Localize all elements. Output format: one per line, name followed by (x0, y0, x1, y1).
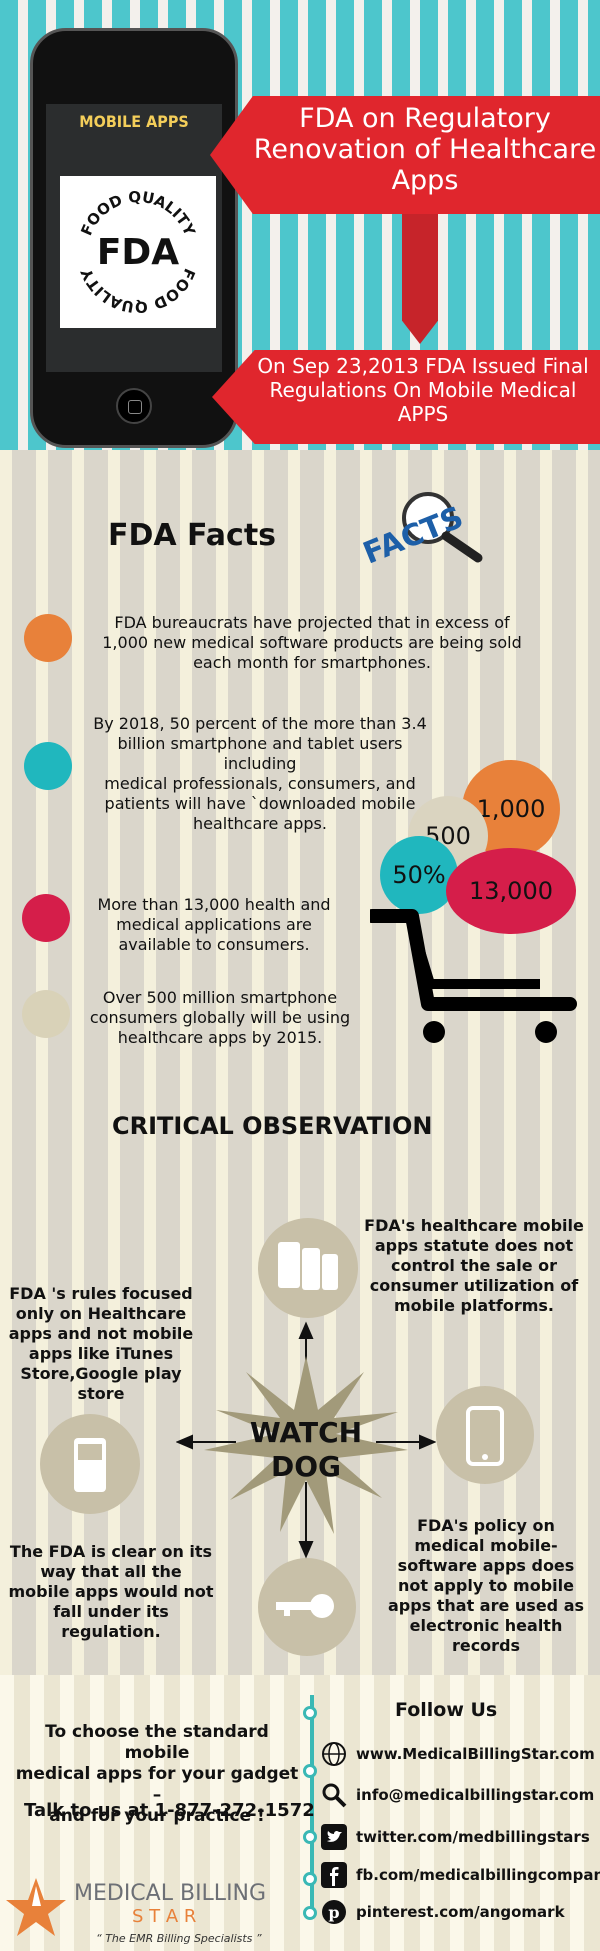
calculator-phone-icon (74, 1438, 106, 1492)
svg-text:p: p (328, 1903, 339, 1922)
contact-pinterest[interactable]: p pinterest.com/angomark (320, 1898, 565, 1926)
pinterest-icon: p (320, 1898, 348, 1926)
key-icon (276, 1594, 334, 1618)
watchdog-line-1: WATCH (250, 1416, 362, 1449)
bubble-50-percent: 50% (380, 836, 458, 914)
fact-2-line-5: healthcare apps. (193, 814, 327, 833)
fact-dot-teal (24, 742, 72, 790)
fact-1-line-1: FDA bureaucrats have projected that in e… (114, 613, 510, 632)
observation-bottom-left: The FDA is clear on its way that all the m… (8, 1542, 214, 1641)
timeline-dot (303, 1830, 317, 1844)
date-line-2: Regulations On Mobile Medical (269, 378, 577, 402)
date-line-3: APPS (397, 402, 449, 426)
home-button-icon (116, 388, 152, 424)
mobile-apps-label: MOBILE APPS (79, 112, 189, 131)
facts-title: FDA Facts (108, 518, 277, 553)
devices-circle (258, 1218, 358, 1318)
phone-circle (436, 1386, 534, 1484)
timeline-dot (303, 1906, 317, 1920)
fact-item-1: FDA bureaucrats have projected that in e… (72, 613, 552, 673)
fact-dot-orange (24, 614, 72, 662)
bubble-13000: 13,000 (446, 848, 576, 934)
contact-website[interactable]: www.MedicalBillingStar.com (320, 1740, 595, 1768)
contact-facebook[interactable]: fb.com/medicalbillingcompany (320, 1861, 600, 1889)
observation-top-right: FDA's healthcare mobile apps statute does… (364, 1216, 584, 1315)
fact-3-line-3: available to consumers. (118, 935, 310, 954)
date-banner: On Sep 23,2013 FDA Issued Final Regulati… (212, 350, 600, 444)
key-circle (258, 1558, 356, 1656)
observation-bottom-right: FDA's policy on medical mobile-software a… (387, 1516, 585, 1655)
call-to-action: To choose the standard mobile medical ap… (15, 1722, 299, 1826)
observation-left: FDA 's rules focused only on Healthcare ap… (8, 1284, 194, 1403)
footer-background (0, 1675, 600, 1951)
twitter-icon (320, 1823, 348, 1851)
fact-2-line-4: patients will have `downloaded mobile (104, 794, 416, 813)
fact-item-3: More than 13,000 health and medical appl… (78, 895, 350, 955)
timeline-dot (303, 1764, 317, 1778)
fact-4-line-2: consumers globally will be using (89, 1008, 351, 1027)
fact-2-line-2: billion smartphone and tablet users incl… (117, 734, 403, 773)
fact-1-line-3: each month for smartphones. (193, 653, 431, 672)
calculator-circle (40, 1414, 140, 1514)
smartphone-icon (466, 1406, 504, 1466)
fact-item-4: Over 500 million smartphone consumers gl… (72, 988, 368, 1048)
seal-word: FDA (97, 232, 179, 273)
fact-3-line-2: medical applications are (116, 915, 312, 934)
fda-seal-box (60, 176, 216, 328)
globe-icon (320, 1740, 348, 1768)
brand-name-top: MEDICAL BILLING (74, 1881, 266, 1906)
fact-3-line-1: More than 13,000 health and (97, 895, 331, 914)
fact-1-line-2: 1,000 new medical software products are … (102, 633, 522, 652)
timeline-dot (303, 1872, 317, 1886)
fact-dot-crimson (22, 894, 70, 942)
facebook-icon (320, 1861, 348, 1889)
fact-4-line-3: healthcare apps by 2015. (117, 1028, 323, 1047)
headline-line-2: Renovation of Healthcare (253, 133, 597, 165)
contact-twitter[interactable]: twitter.com/medbillingstars (320, 1823, 590, 1851)
contact-email[interactable]: info@medicalbillingstar.com (320, 1781, 594, 1809)
watchdog-line-2: DOG (271, 1450, 341, 1483)
shopping-cart-icon (370, 909, 577, 1043)
down-arrow-icon (402, 214, 438, 344)
brand-name-bottom: S T A R (132, 1906, 196, 1927)
facts-magnifier-logo: FACTS (358, 492, 483, 568)
fact-2-line-1: By 2018, 50 percent of the more than 3.4 (93, 714, 427, 733)
timeline-dot (303, 1706, 317, 1720)
mobile-devices-icon (278, 1242, 338, 1290)
critical-title: CRITICAL OBSERVATION (112, 1112, 433, 1140)
headline-line-3: Apps (391, 164, 459, 196)
medical-billing-star-logo: MEDICAL BILLING S T A R “ The EMR Billin… (6, 1878, 266, 1945)
search-icon (320, 1781, 348, 1809)
follow-us-heading: Follow Us (395, 1699, 498, 1721)
phone-number[interactable]: Talk to us at 1-877-272-1572 (24, 1800, 315, 1821)
fact-dot-beige (22, 990, 70, 1038)
watchdog-star: WATCH DOG (176, 1321, 436, 1559)
fact-2-line-3: medical professionals, consumers, and (104, 774, 416, 793)
fact-4-line-1: Over 500 million smartphone (102, 988, 338, 1007)
contact-timeline-line (310, 1695, 314, 1915)
headline-line-1: FDA on Regulatory (299, 103, 551, 134)
brand-tagline: “ The EMR Billing Specialists ” (96, 1932, 262, 1945)
headline-banner: FDA on Regulatory Renovation of Healthca… (210, 96, 600, 214)
fda-food-quality-seal: FOOD QUALITY FOOD QUALITY FDA (77, 188, 199, 317)
fact-item-2: By 2018, 50 percent of the more than 3.4… (80, 714, 440, 834)
date-line-1: On Sep 23,2013 FDA Issued Final (257, 354, 589, 378)
